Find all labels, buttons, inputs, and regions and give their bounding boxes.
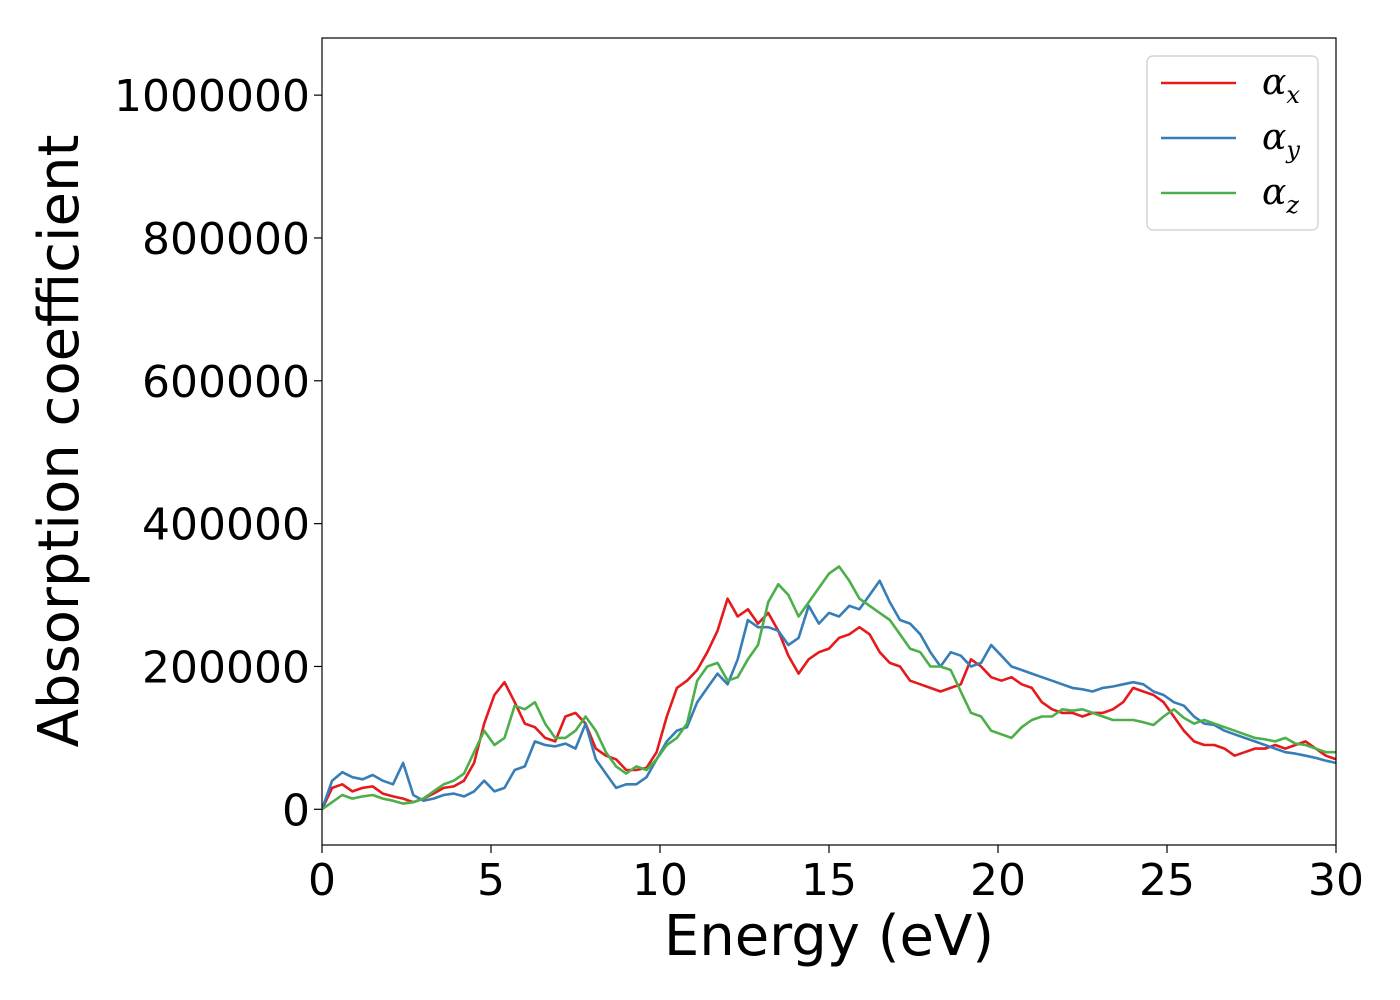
series-line-x	[322, 597, 1336, 811]
y-axis: 0 200000 400000 600000 800000 1000000	[114, 71, 322, 836]
y-tick-label: 400000	[142, 500, 310, 551]
series-lines	[322, 565, 1336, 811]
x-tick-label: 0	[308, 855, 336, 906]
y-tick-label: 200000	[142, 642, 310, 693]
y-tick-label: 600000	[142, 357, 310, 408]
x-axis-title: Energy (eV)	[664, 904, 994, 969]
x-tick-label: 25	[1139, 855, 1195, 906]
legend-label: αy	[1262, 117, 1300, 164]
legend: αx αy αz	[1146, 55, 1319, 231]
legend-box	[1146, 55, 1319, 231]
x-tick-label: 5	[477, 855, 505, 906]
y-tick-label: 800000	[142, 214, 310, 265]
y-axis-title: Absorption coefficient	[27, 135, 92, 748]
series-line-z	[322, 565, 1336, 811]
x-tick-label: 15	[801, 855, 857, 906]
x-tick-label: 30	[1308, 855, 1364, 906]
y-tick-label: 1000000	[114, 71, 310, 122]
x-axis: 0 5 10 15 20 25 30	[308, 845, 1364, 906]
legend-label: αz	[1262, 172, 1299, 219]
y-tick-label: 0	[282, 785, 310, 836]
x-tick-label: 20	[970, 855, 1026, 906]
series-line-y	[322, 579, 1336, 811]
legend-label: αx	[1262, 62, 1300, 109]
x-tick-label: 10	[632, 855, 688, 906]
